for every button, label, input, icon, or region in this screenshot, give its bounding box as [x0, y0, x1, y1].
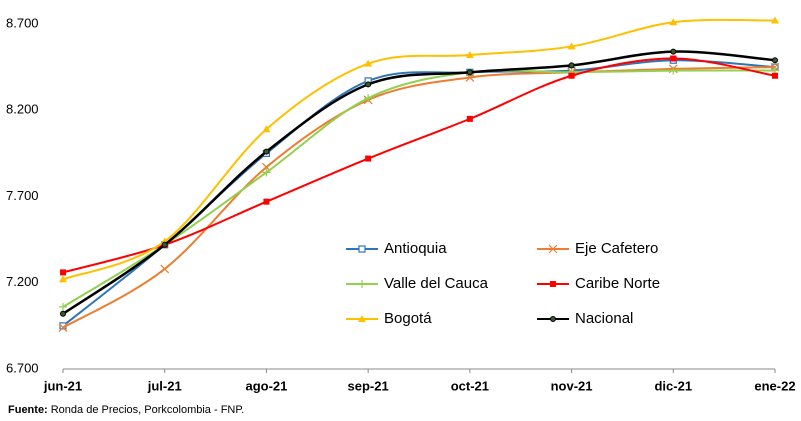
point [262, 168, 271, 177]
point [365, 81, 372, 88]
x-tick-label: jun-21 [43, 378, 82, 393]
legend-marker [358, 245, 366, 253]
point [465, 51, 474, 59]
x-tick-label: sep-21 [348, 378, 389, 393]
chart: 6.700 7.200 7.700 8.200 8.700 jun-21 jul-21 ago… [6, 15, 796, 393]
legend-label: Bogotá [384, 310, 432, 327]
series-line [62, 69, 776, 308]
point [670, 48, 677, 55]
source: Fuente: Ronda de Precios, Porkcolombia - … [8, 404, 244, 416]
y-tick-label: 6.700 [6, 360, 39, 375]
y-tick-label: 8.200 [6, 102, 39, 117]
series-line [62, 66, 776, 329]
point [364, 94, 373, 103]
legend-label: Valle del Cauca [384, 275, 489, 292]
point [263, 198, 270, 205]
point [365, 155, 372, 162]
point [771, 16, 779, 24]
point [161, 241, 168, 248]
legend-marker [358, 315, 366, 322]
x-tick-label: jul-21 [147, 378, 182, 393]
point [466, 69, 473, 76]
x-tick-label: ene-22 [754, 378, 795, 393]
point [262, 125, 271, 133]
y-tick-label: 7.700 [6, 188, 39, 203]
point [59, 302, 67, 311]
point [669, 66, 678, 75]
legend-label: Antioquia [384, 240, 447, 257]
series-line [62, 18, 776, 281]
point [60, 269, 66, 276]
x-tick-label: oct-21 [451, 378, 489, 393]
legend-label: Eje Cafetero [575, 240, 658, 257]
point [465, 73, 475, 82]
source-text: Ronda de Precios, Porkcolombia - FNP. [50, 404, 245, 416]
legend-label: Nacional [575, 310, 633, 327]
point [364, 59, 373, 67]
y-tick-label: 7.200 [6, 274, 39, 289]
legend-marker [548, 244, 558, 254]
source-label: Fuente: [8, 404, 48, 416]
point [568, 62, 575, 69]
point [58, 323, 68, 333]
legend-marker [550, 316, 556, 322]
series-line [62, 50, 776, 315]
point [263, 148, 270, 155]
point [669, 18, 678, 26]
point [670, 55, 677, 62]
point [772, 57, 778, 64]
legend-label: Caribe Norte [575, 275, 660, 292]
point [568, 72, 575, 79]
y-tick-label: 8.700 [6, 15, 39, 30]
legend-marker [358, 280, 366, 288]
point [160, 264, 170, 274]
point [60, 310, 66, 317]
x-tick-label: ago-21 [245, 378, 287, 393]
point [772, 72, 778, 79]
x-tick-label: nov-21 [551, 378, 593, 393]
point [466, 115, 473, 122]
x-tick-label: dic-21 [654, 378, 692, 393]
series-line [62, 57, 776, 274]
legend-marker [550, 281, 556, 287]
point [567, 42, 576, 50]
point [59, 275, 67, 283]
